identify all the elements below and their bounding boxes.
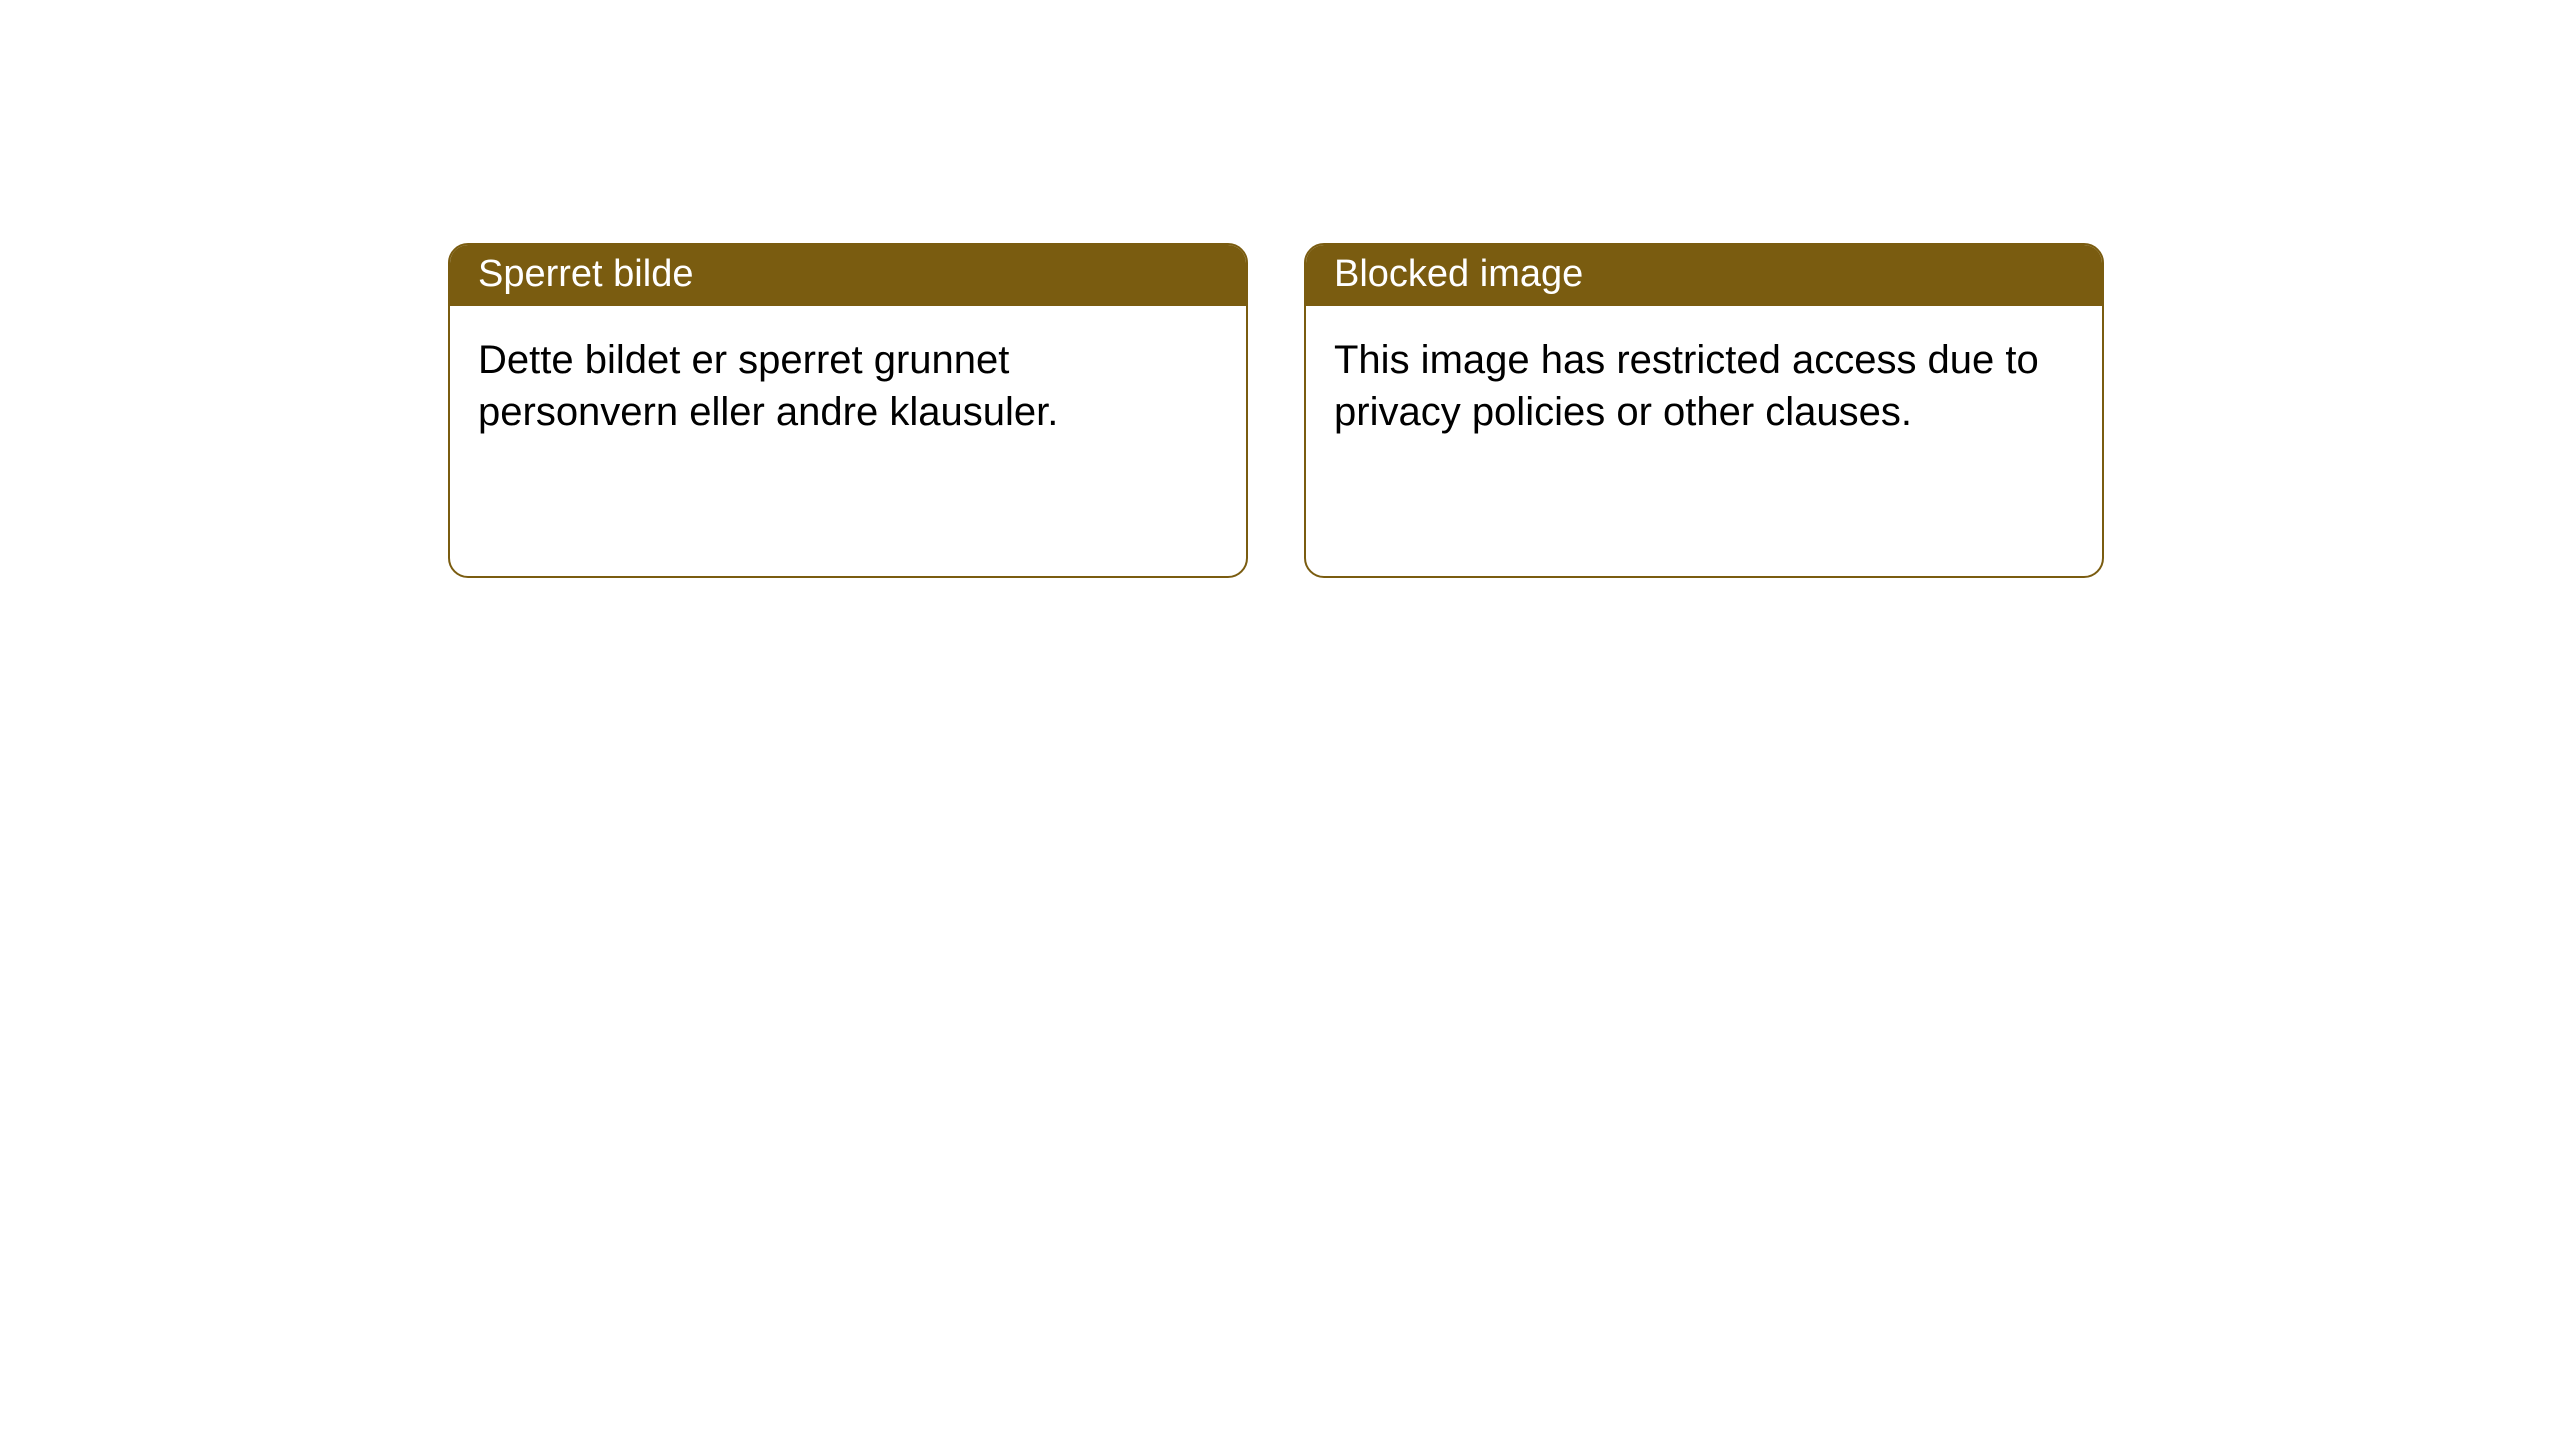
- notice-body: Dette bildet er sperret grunnet personve…: [450, 306, 1246, 576]
- notice-body: This image has restricted access due to …: [1306, 306, 2102, 576]
- notice-header: Blocked image: [1306, 245, 2102, 306]
- notice-card-norwegian: Sperret bilde Dette bildet er sperret gr…: [448, 243, 1248, 578]
- notice-cards-container: Sperret bilde Dette bildet er sperret gr…: [448, 243, 2104, 578]
- notice-card-english: Blocked image This image has restricted …: [1304, 243, 2104, 578]
- notice-header: Sperret bilde: [450, 245, 1246, 306]
